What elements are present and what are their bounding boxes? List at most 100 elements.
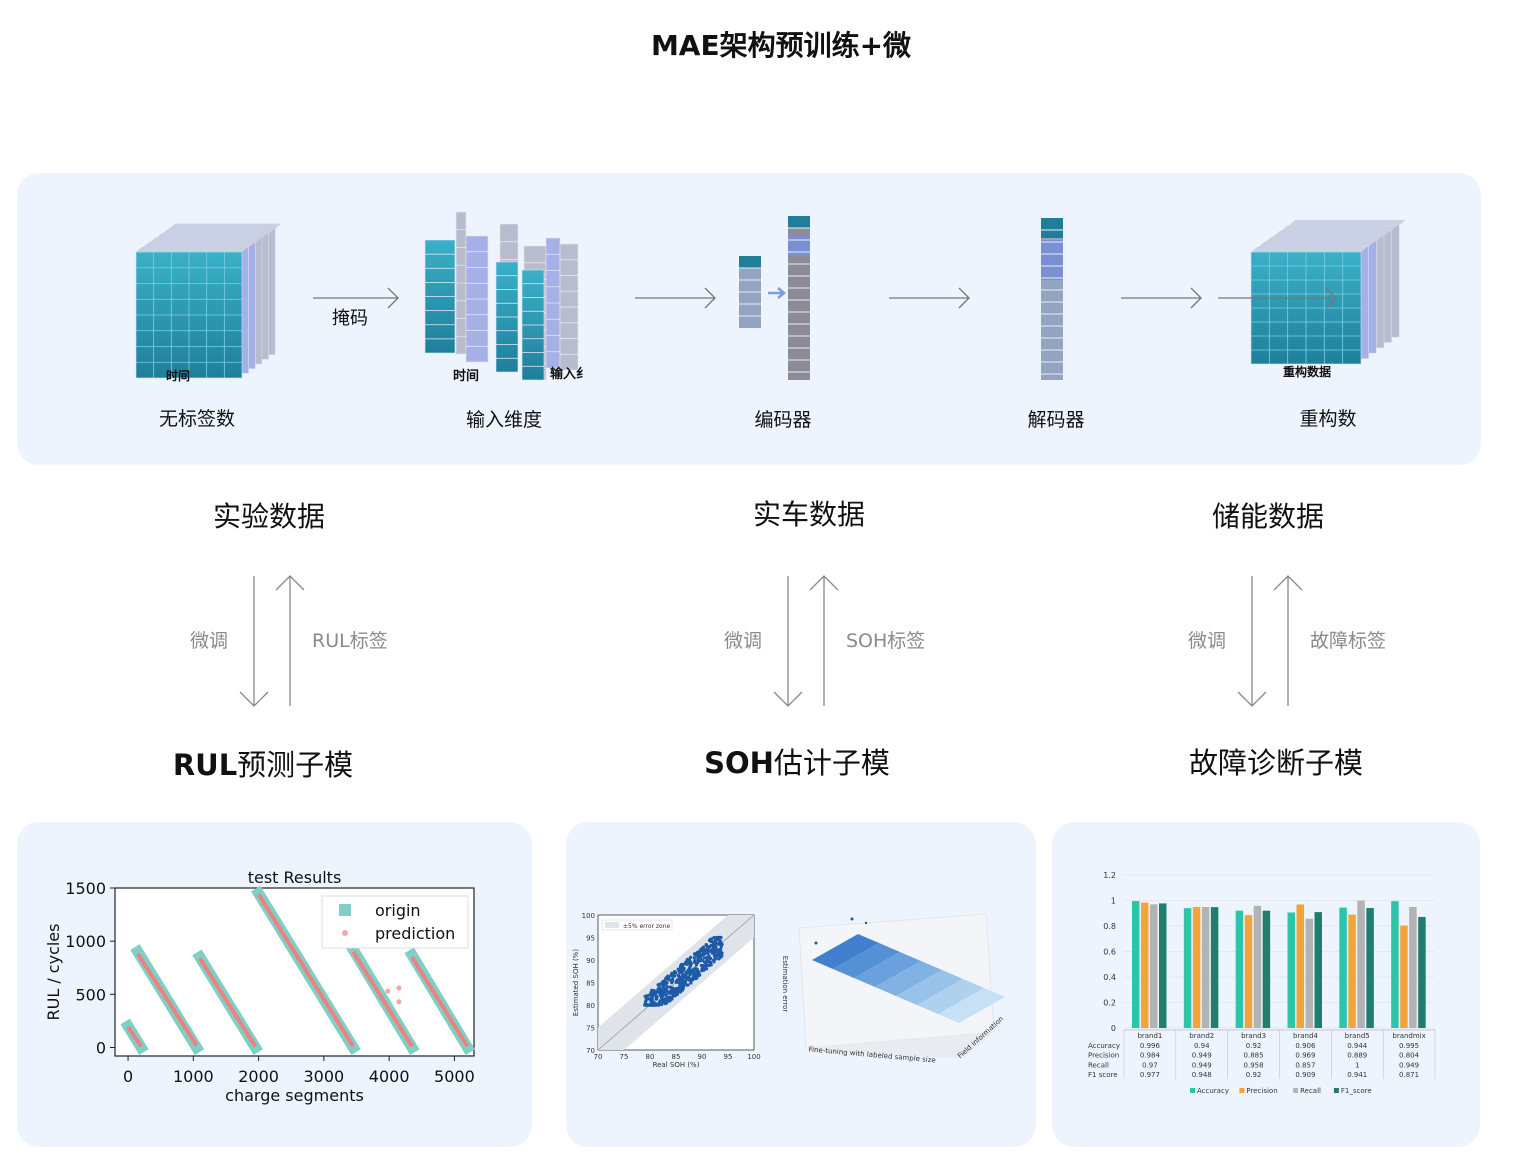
soh-point xyxy=(671,986,675,990)
legend-marker-origin xyxy=(339,904,351,916)
soh-point xyxy=(670,979,675,983)
soh-point xyxy=(708,949,712,953)
soh-point xyxy=(712,954,717,958)
fault-label-tag: 故障标签 xyxy=(1310,630,1387,652)
y-tick-label: 0.8 xyxy=(1103,922,1116,931)
y-tick-label: 75 xyxy=(586,1025,595,1033)
masked-input-blocks xyxy=(424,211,579,381)
table-header: brand3 xyxy=(1241,1032,1266,1040)
chart-title: test Results xyxy=(248,868,342,887)
page-title: MAE架构预训练+微 xyxy=(650,29,912,62)
soh-point xyxy=(692,956,696,960)
cube-top xyxy=(1258,241,1375,247)
table-cell: 0.941 xyxy=(1347,1071,1367,1079)
cube-top xyxy=(1281,225,1398,231)
unlabeled-data-cube xyxy=(135,223,282,379)
bar-precision xyxy=(1348,914,1356,1028)
soh-point xyxy=(702,960,706,964)
legend-marker xyxy=(1293,1088,1299,1093)
soh-point xyxy=(700,969,704,973)
step-label-encoder: 编码器 xyxy=(754,409,812,431)
table-row-label: Recall xyxy=(1088,1061,1109,1069)
table-cell: 0.995 xyxy=(1399,1042,1419,1050)
submodel-title-fault: 故障诊断子模 xyxy=(1188,746,1363,780)
soh-point xyxy=(693,952,697,956)
soh-point xyxy=(680,969,684,973)
prediction-point xyxy=(396,985,402,991)
soh-point xyxy=(712,935,716,940)
y-tick-label: 500 xyxy=(75,985,106,1004)
soh-point xyxy=(709,939,713,944)
cube-top xyxy=(156,233,268,238)
table-header: brand4 xyxy=(1293,1032,1318,1040)
cube-top xyxy=(136,247,248,252)
y-tick-label: 1.2 xyxy=(1103,871,1116,880)
bar-accuracy xyxy=(1183,908,1192,1028)
surface-band xyxy=(875,961,942,996)
table-cell: 0.949 xyxy=(1192,1061,1212,1069)
y-tick-label: 1 xyxy=(1111,897,1116,906)
bar-accuracy xyxy=(1235,910,1244,1028)
cube-top xyxy=(169,223,282,229)
soh-point xyxy=(695,976,699,980)
soh-point xyxy=(697,953,701,957)
arrow-up-icon xyxy=(809,575,839,706)
table-header: brand5 xyxy=(1345,1032,1370,1040)
table-cell: 0.958 xyxy=(1244,1061,1264,1069)
table-cell: 0.906 xyxy=(1295,1042,1316,1050)
soh-point xyxy=(657,1003,661,1007)
arrow-right-icon xyxy=(1121,287,1202,309)
bar-recall xyxy=(1409,907,1417,1028)
soh-point xyxy=(658,982,663,986)
bar-recall xyxy=(1305,918,1313,1028)
soh-point xyxy=(705,960,709,964)
soh-point xyxy=(670,997,674,1001)
soh-point xyxy=(662,1000,666,1004)
decoder-latent xyxy=(1041,240,1063,280)
soh-point xyxy=(660,994,665,998)
pipeline-diagram xyxy=(135,211,1406,381)
step-label-reconstructed: 重构数 xyxy=(1299,408,1357,430)
soh-point xyxy=(653,1003,657,1007)
bar-f1_score xyxy=(1210,907,1219,1028)
bar-recall xyxy=(1201,907,1210,1028)
step-label-decoder: 解码器 xyxy=(1027,409,1085,431)
soh-point xyxy=(676,973,680,977)
encoder-latent xyxy=(788,236,810,256)
soh-point xyxy=(707,954,711,958)
x-tick-label: 2000 xyxy=(238,1067,279,1086)
soh-point xyxy=(674,987,678,991)
soh-point xyxy=(711,945,716,949)
soh-point xyxy=(714,939,718,943)
cube-top xyxy=(1251,247,1367,252)
bar-precision xyxy=(1244,915,1253,1028)
soh-point xyxy=(698,948,702,952)
submodel-title-soh: SOH估计子模 xyxy=(704,746,890,780)
time-axis-label: 时间 xyxy=(453,369,480,384)
soh-point xyxy=(661,992,665,996)
y-axis-label: Estimated SOH (%) xyxy=(572,949,580,1016)
soh-point xyxy=(674,979,678,983)
soh-point xyxy=(688,973,692,977)
x-tick-label: 5000 xyxy=(434,1067,475,1086)
x-tick-label: 4000 xyxy=(369,1067,410,1086)
legend-label: Recall xyxy=(1300,1087,1321,1095)
bar-accuracy xyxy=(1391,901,1399,1028)
soh-point xyxy=(709,956,713,961)
soh-point xyxy=(667,998,671,1002)
table-cell: 0.949 xyxy=(1399,1061,1419,1069)
finetune-arrows xyxy=(239,575,1303,707)
y-tick-label: 95 xyxy=(586,935,595,943)
soh-point xyxy=(661,981,665,985)
rul-label-tag: RUL标签 xyxy=(312,630,388,652)
legend-label-origin: origin xyxy=(375,901,421,920)
x-axis-label: Real SOH (%) xyxy=(653,1061,700,1069)
soh-point xyxy=(685,962,689,966)
soh-point xyxy=(684,971,688,976)
soh-point xyxy=(718,953,722,957)
bar-f1_score xyxy=(1262,910,1271,1028)
table-row-label: Precision xyxy=(1088,1052,1119,1060)
y-tick-label: 70 xyxy=(586,1047,595,1055)
table-cell: 0.984 xyxy=(1140,1052,1161,1060)
soh-point xyxy=(719,945,723,949)
